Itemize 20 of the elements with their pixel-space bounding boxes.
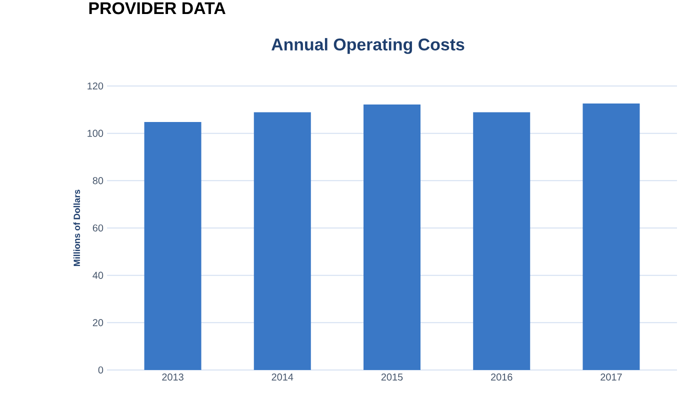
y-tick-label: 100	[88, 130, 104, 137]
y-axis-title: Millions of Dollars	[73, 190, 80, 266]
text: PROVIDER DATA	[89, 2, 226, 14]
y-tick-label: 0	[98, 366, 104, 374]
y-tick-label: 120	[88, 82, 104, 90]
x-tick-label: 2015	[381, 374, 403, 381]
y-tick-label: 80	[92, 177, 104, 184]
bar	[254, 112, 311, 370]
x-tick-label: 2016	[491, 374, 512, 381]
bar	[144, 122, 202, 370]
x-tick-label: 2014	[272, 374, 294, 381]
bar	[473, 112, 530, 370]
y-tick-label: 20	[92, 319, 104, 326]
chart-title: Annual Operating Costs	[272, 38, 464, 54]
y-tick-label: 40	[92, 272, 104, 279]
x-tick-label: 2017	[600, 374, 622, 381]
bar	[582, 104, 640, 370]
y-tick-label: 60	[92, 224, 104, 232]
bar	[364, 104, 421, 370]
x-tick-label: 2013	[162, 374, 184, 381]
